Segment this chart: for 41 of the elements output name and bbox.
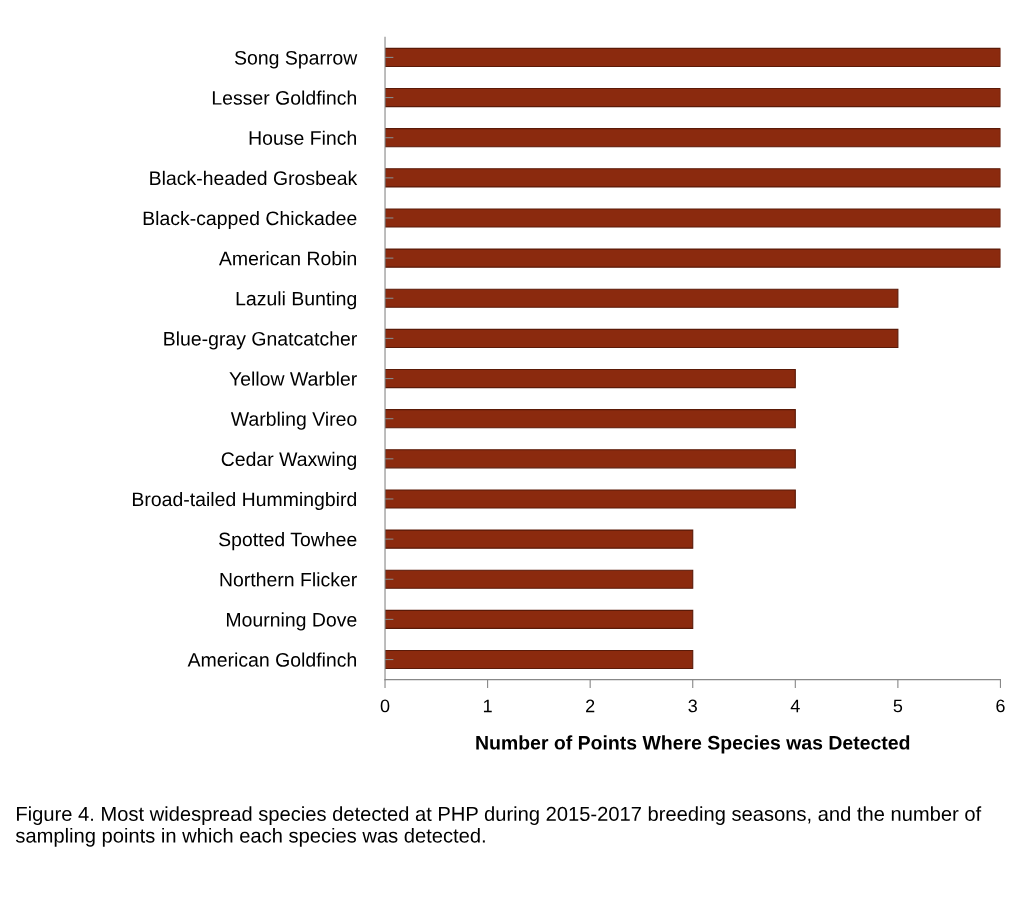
y-tick-label: Spotted Towhee [219, 532, 357, 551]
y-tick-label: Cedar Waxwing [221, 451, 356, 470]
y-tick-label: Broad-tailed Hummingbird [132, 491, 357, 511]
y-tick-label: Black-capped Chickadee [143, 210, 357, 230]
bar [385, 529, 694, 549]
bar [385, 489, 796, 509]
x-tick-label: 1 [483, 699, 492, 713]
y-tick-label: Yellow Warbler [229, 371, 357, 386]
x-tick-label: 5 [893, 699, 903, 713]
y-tick-label: Black-headed Grosbeak [150, 170, 358, 186]
bar [385, 47, 1001, 68]
bar [385, 368, 796, 389]
x-tick-label: 6 [996, 699, 1005, 713]
bar [385, 248, 1001, 268]
bar [385, 409, 796, 429]
x-tick-label: 2 [586, 699, 595, 713]
y-tick-label: Northern Flicker [220, 572, 357, 587]
y-tick-label: Blue-gray Gnatcatcher [164, 331, 357, 350]
bar [385, 609, 694, 629]
bar [385, 168, 1001, 188]
bar [385, 449, 796, 469]
x-tick-label: 3 [688, 699, 697, 713]
y-tick-label: American Robin [218, 251, 356, 266]
bar [385, 288, 899, 308]
bar [385, 128, 1001, 148]
x-tick-label: 4 [790, 699, 800, 713]
x-axis-title: Number of Points Where Species was Detected [476, 735, 910, 754]
x-tick-label: 0 [380, 699, 390, 713]
y-tick-label: Warbling Vireo [230, 411, 357, 430]
bar [385, 649, 694, 670]
y-tick-label: Lazuli Bunting [236, 291, 356, 310]
y-tick-label: American Goldfinch [187, 652, 356, 667]
y-tick-label: House Finch [249, 130, 356, 145]
y-tick-label: Lesser Goldfinch [212, 90, 356, 105]
bar [385, 328, 899, 348]
bar [385, 569, 694, 589]
y-tick-label: Mourning Dove [226, 612, 357, 631]
bar [385, 208, 1001, 228]
bar [385, 87, 1001, 108]
caption: Figure 4. Most widespread species detected at PHP during 2015-2017 breeding seasons, and the number of sampling points in which each species was detected. [15, 806, 982, 847]
y-tick-label: Song Sparrow [234, 50, 358, 69]
